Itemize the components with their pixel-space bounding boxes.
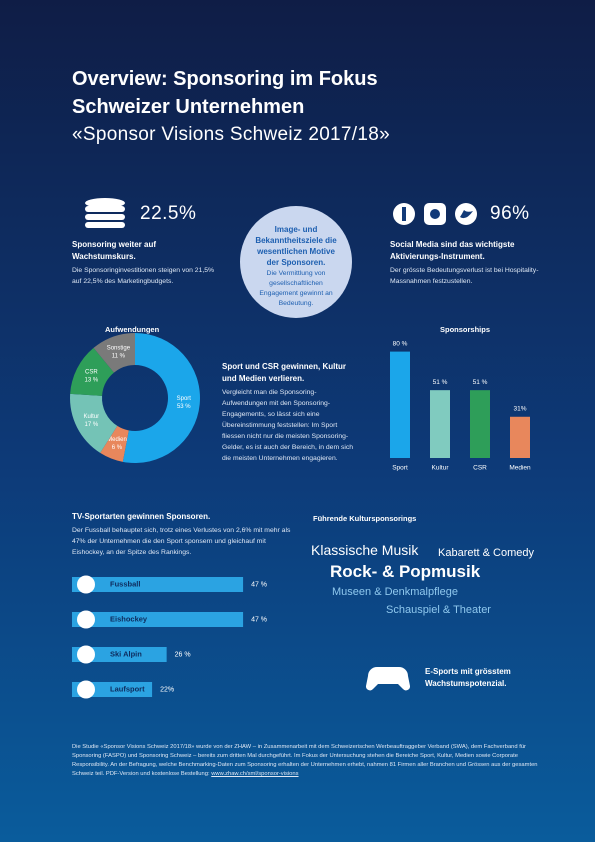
footer-text: Die Studie «Sponsor Visions Schweiz 2017… (72, 744, 538, 777)
chart-title: Aufwendungen (105, 325, 160, 334)
stat-value: 22.5% (140, 203, 197, 224)
bar (390, 351, 410, 458)
subtitle: «Sponsor Visions Schweiz 2017/18» (72, 124, 390, 145)
section-text: Der Fussball behauptet sich, trotz eines… (72, 527, 291, 556)
sport-icon (77, 610, 95, 629)
bar-value: 51 % (473, 379, 488, 386)
bar-category: Eishockey (110, 614, 148, 623)
motive-circle (240, 206, 352, 318)
slice-label: CSR (85, 369, 98, 375)
bar (510, 416, 530, 458)
bar-value: 47 % (251, 616, 267, 623)
title-line: Overview: Sponsoring im Fokus (72, 68, 378, 90)
donut-slice (70, 347, 114, 396)
stat-heading: Sponsoring weiter auf Wachstumskurs. (72, 240, 157, 261)
bar (470, 390, 490, 458)
slice-label: Kultur (83, 414, 99, 420)
section-heading: Sport und CSR gewinnen, Kultur und Medie… (222, 362, 346, 383)
slice-value: 13 % (84, 377, 98, 383)
bar-category: Medien (509, 465, 531, 472)
kultur-item: Klassische Musik (311, 542, 419, 558)
stat-text: Die Sponsoringinvestitionen steigen von … (72, 267, 215, 285)
bar (72, 612, 244, 627)
bar-category: Ski Alpin (110, 649, 142, 658)
slice-label: Medien (107, 437, 127, 443)
bar-value: 47 % (251, 581, 267, 588)
circle-heading: Image- und Bekanntheitsziele die wesentl… (255, 225, 337, 267)
bar (72, 577, 244, 592)
slice-label: Sonstige (107, 345, 131, 351)
kultur-item: Schauspiel & Theater (386, 604, 491, 616)
sport-icon (77, 645, 95, 664)
coins-icon (85, 198, 125, 228)
bar-value: 26 % (175, 651, 191, 658)
slice-value: 11 % (112, 353, 126, 359)
stat-text: Der grösste Bedeutungsverlust ist bei Ho… (390, 267, 539, 285)
donut-slice (93, 333, 135, 373)
section-text: Vergleicht man die Sponsoring-Aufwendung… (222, 389, 354, 462)
sport-icon (77, 575, 95, 594)
section-heading: TV-Sportarten gewinnen Sponsoren. (72, 512, 211, 521)
donut-slice (100, 425, 129, 462)
stat-value: 96% (490, 203, 530, 224)
bar-category: CSR (473, 465, 487, 472)
bar-value: 80 % (393, 340, 408, 347)
social-icons (393, 203, 477, 225)
footer-link[interactable]: www.zhaw.ch/sml/sponsor-visions (211, 771, 299, 777)
bar-category: Fussball (110, 579, 140, 588)
donut-slice (122, 333, 201, 463)
slice-value: 17 % (84, 422, 98, 428)
kultur-item: Rock- & Popmusik (330, 562, 481, 581)
donut-slice (70, 393, 118, 453)
slice-value: 6 % (112, 445, 123, 451)
stat-heading: Social Media sind das wichtigste Aktivie… (390, 240, 515, 261)
slice-value: 53 % (177, 404, 191, 410)
circle-text: Die Vermittlung von gesellschaftlichen E… (259, 270, 333, 307)
esports-text: E-Sports mit grösstem Wachstumspotenzial… (425, 667, 511, 688)
bar-value: 31% (513, 405, 526, 412)
bar-value: 22% (160, 686, 174, 693)
bar-value: 51 % (433, 379, 448, 386)
bar-category: Sport (392, 465, 408, 472)
gamepad-icon (365, 667, 411, 691)
kultur-item: Museen & Denkmalpflege (332, 586, 458, 598)
bar-category: Kultur (432, 465, 450, 472)
kultur-title: Führende Kultursponsorings (313, 514, 417, 523)
kultur-item: Kabarett & Comedy (438, 547, 534, 559)
bar (430, 390, 450, 458)
chart-title: Sponsorships (440, 325, 490, 334)
footer: Die Studie «Sponsor Visions Schweiz 2017… (72, 743, 542, 779)
title-line: Schweizer Unternehmen (72, 96, 305, 118)
slice-label: Sport (177, 396, 192, 402)
sport-icon (77, 680, 95, 699)
bar (72, 647, 167, 662)
bar-category: Laufsport (110, 684, 145, 693)
